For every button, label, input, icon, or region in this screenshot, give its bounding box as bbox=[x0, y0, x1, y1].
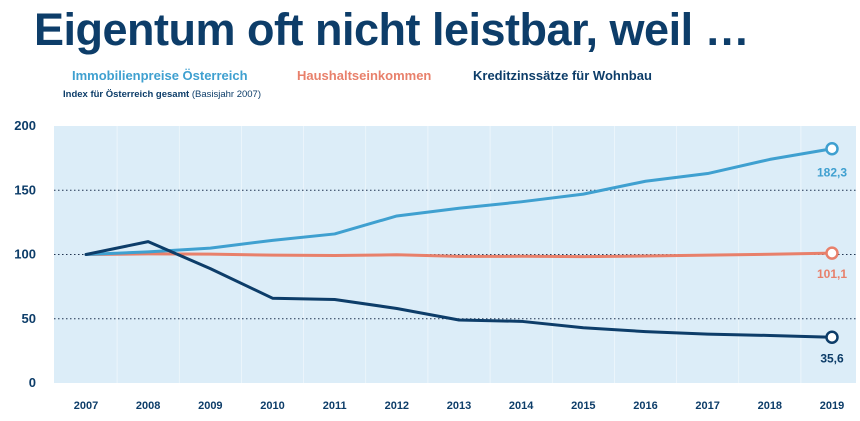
x-tick-label: 2011 bbox=[323, 400, 347, 412]
x-tick-label: 2007 bbox=[74, 400, 98, 412]
series-end-label-0: 182,3 bbox=[817, 166, 847, 180]
chart-title: Eigentum oft nicht leistbar, weil … bbox=[34, 4, 750, 55]
y-tick-label: 100 bbox=[14, 247, 36, 262]
series-end-marker-2 bbox=[825, 330, 839, 345]
subtitle-bold: Index für Österreich gesamt bbox=[63, 89, 190, 100]
y-tick-label: 200 bbox=[14, 118, 36, 133]
x-tick-label: 2016 bbox=[633, 400, 657, 412]
series-line-0 bbox=[84, 147, 834, 256]
legend-immobilienpreise: Immobilienpreise Österreich bbox=[72, 68, 248, 83]
chart-subtitle: Index für Österreich gesamt (Basisjahr 2… bbox=[63, 89, 261, 100]
legend-haushaltseinkommen: Haushaltseinkommen bbox=[297, 68, 432, 83]
subtitle-rest: (Basisjahr 2007) bbox=[189, 89, 261, 100]
series-line-2 bbox=[84, 240, 834, 339]
x-tick-label: 2013 bbox=[447, 400, 471, 412]
x-tick-label: 2017 bbox=[695, 400, 719, 412]
series-end-label-2: 35,6 bbox=[820, 351, 844, 365]
y-tick-label: 150 bbox=[14, 182, 36, 197]
x-tick-label: 2010 bbox=[260, 400, 284, 412]
y-tick-label: 50 bbox=[22, 311, 36, 326]
x-tick-label: 2009 bbox=[198, 400, 222, 412]
x-tick-label: 2019 bbox=[820, 400, 844, 412]
y-tick-label: 0 bbox=[29, 375, 36, 390]
series-end-label-1: 101,1 bbox=[817, 267, 847, 281]
series-line-1 bbox=[84, 251, 834, 259]
x-tick-label: 2014 bbox=[509, 400, 534, 412]
x-tick-label: 2012 bbox=[385, 400, 409, 412]
x-tick-label: 2015 bbox=[571, 400, 595, 412]
series-end-marker-1 bbox=[825, 246, 839, 260]
x-tick-label: 2008 bbox=[136, 400, 160, 412]
x-tick-label: 2018 bbox=[758, 400, 782, 412]
series-end-marker-0 bbox=[825, 141, 839, 156]
legend-kreditzinssaetze: Kreditzinssätze für Wohnbau bbox=[473, 68, 652, 83]
